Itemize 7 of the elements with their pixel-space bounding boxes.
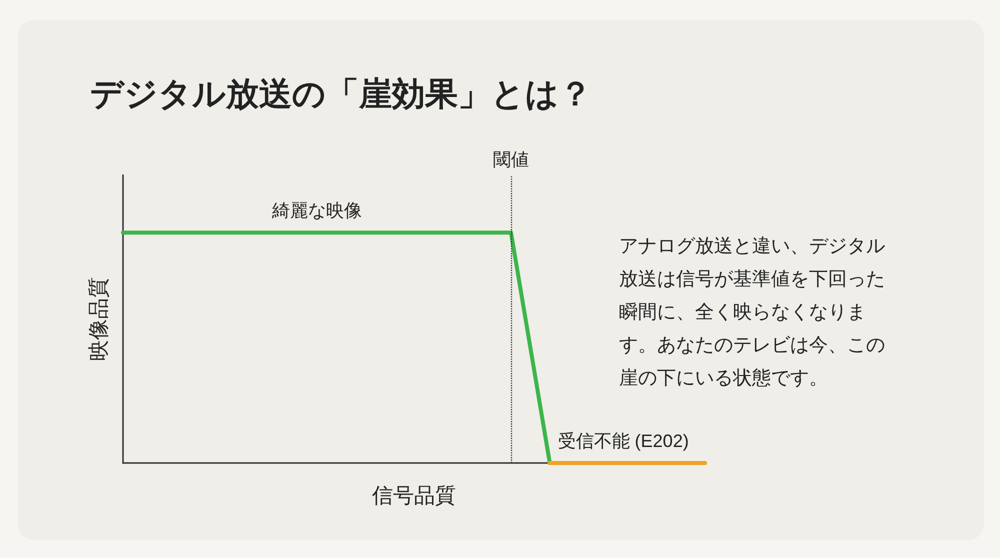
chart-title: デジタル放送の「崖効果」とは？	[90, 74, 592, 113]
y-axis-title: 映像品質	[86, 277, 110, 361]
annotation: 綺麗な映像	[271, 200, 362, 221]
annotation: 受信不能 (E202)	[558, 431, 689, 451]
x-axis-title: 信号品質	[372, 484, 456, 508]
annotation: アナログ放送と違い、デジタル放送は信号が基準値を下回った瞬間に、全く映らなくなります。あなたのテレビは今、この崖の下にいる状態です。	[619, 234, 886, 391]
text: 閾値	[493, 150, 529, 170]
